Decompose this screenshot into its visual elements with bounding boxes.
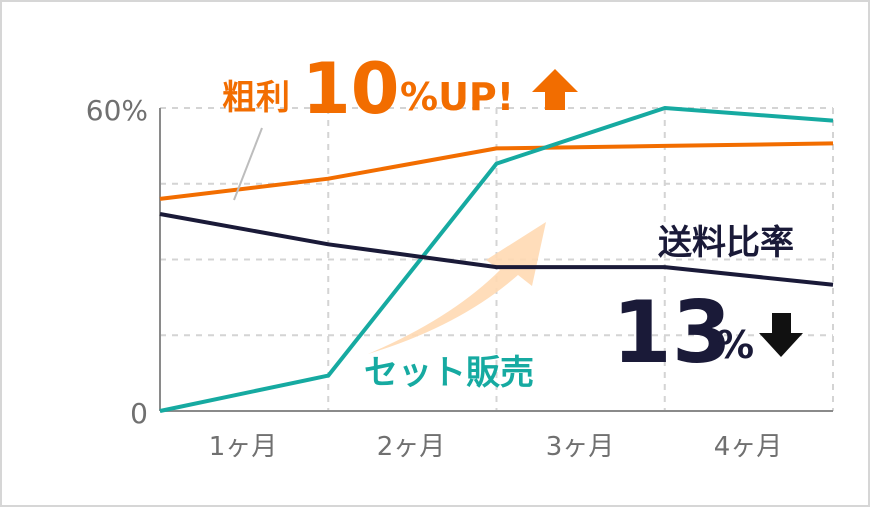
set-sales-label: セット販売	[364, 353, 534, 393]
y-tick-label-top: 60%	[86, 94, 148, 127]
growth-arrow-icon	[368, 222, 546, 354]
series-line-0	[159, 141, 834, 201]
series-group	[159, 106, 834, 413]
shipping-ratio-unit: %	[716, 323, 754, 367]
gross-profit-label: 粗利	[222, 78, 290, 118]
up-arrow-icon	[532, 69, 578, 110]
series-line-1	[159, 106, 834, 413]
gross-profit-value: 10	[302, 48, 399, 130]
x-tick-label: 1ヶ月	[209, 432, 278, 462]
series-line-2	[159, 212, 834, 287]
x-tick-label: 4ヶ月	[714, 432, 783, 462]
down-arrow-icon	[759, 313, 803, 357]
x-tick-label: 2ヶ月	[377, 432, 446, 462]
x-tick-label: 3ヶ月	[546, 432, 615, 462]
y-tick-label-bottom: 0	[130, 397, 148, 430]
gross-profit-unit: %UP!	[400, 75, 514, 119]
shipping-ratio-label: 送料比率	[658, 223, 794, 263]
gross-profit-leader-line	[233, 127, 263, 201]
shipping-ratio-value: 13	[612, 283, 732, 383]
